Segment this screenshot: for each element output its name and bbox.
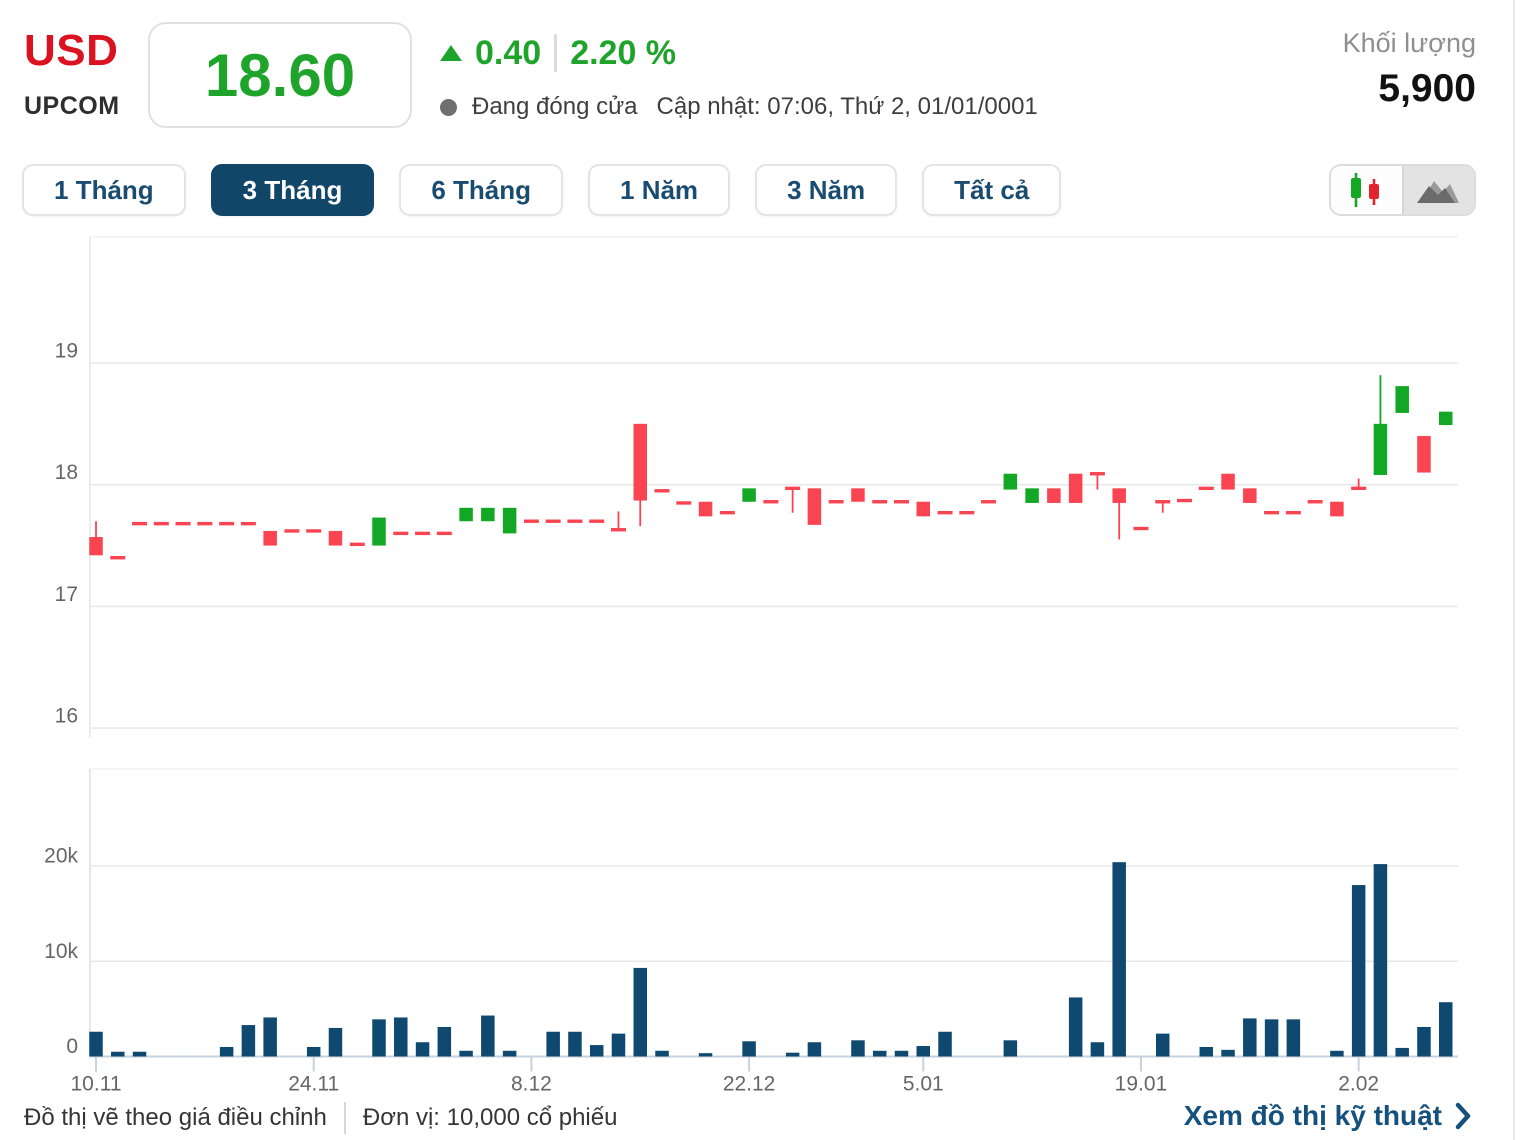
svg-text:2.02: 2.02 — [1338, 1073, 1379, 1096]
svg-text:17: 17 — [55, 583, 78, 606]
svg-text:19: 19 — [55, 340, 78, 363]
chart-type-toggle — [1329, 164, 1476, 216]
volume-block: Khối lượng 5,900 — [1343, 28, 1476, 111]
svg-text:10.11: 10.11 — [71, 1073, 122, 1096]
volume-value: 5,900 — [1378, 67, 1476, 110]
price-change-percent: 2.20 % — [570, 33, 677, 72]
last-updated: Cập nhật: 07:06, Thứ 2, 01/01/0001 — [656, 93, 1038, 120]
technical-chart-link-label: Xem đồ thị kỹ thuật — [1183, 1100, 1442, 1131]
time-range-tabs: 1 Tháng 3 Tháng 6 Tháng 1 Năm 3 Năm Tất … — [22, 164, 1062, 216]
svg-text:0: 0 — [66, 1035, 78, 1058]
tab-all[interactable]: Tất cả — [922, 164, 1062, 216]
svg-text:24.11: 24.11 — [288, 1073, 339, 1096]
svg-text:8.12: 8.12 — [511, 1073, 552, 1096]
market-status-row: Đang đóng cửa Cập nhật: 07:06, Thứ 2, 01… — [440, 90, 1038, 124]
area-chart-icon — [1416, 181, 1459, 203]
tab-6-months[interactable]: 6 Tháng — [399, 164, 564, 216]
candlestick-icon — [1351, 173, 1380, 207]
unit-note: Đơn vị: 10,000 cổ phiếu — [362, 1104, 618, 1131]
chevron-right-icon — [1455, 1102, 1471, 1130]
price-change-row: 0.40 2.20 % — [440, 30, 676, 76]
divider — [343, 1102, 346, 1134]
candlestick-chart-button[interactable] — [1331, 166, 1402, 214]
arrow-up-icon — [440, 45, 462, 61]
tab-3-months[interactable]: 3 Tháng — [210, 164, 375, 216]
tab-3-years[interactable]: 3 Năm — [755, 164, 898, 216]
status-dot-icon — [440, 98, 457, 116]
svg-text:22.12: 22.12 — [723, 1073, 776, 1096]
footer-notes: Đồ thị vẽ theo giá điều chỉnh Đơn vị: 10… — [24, 1102, 617, 1134]
ticker-symbol: USD — [24, 26, 119, 75]
page-right-edge — [1513, 0, 1515, 1140]
area-chart-button[interactable] — [1401, 166, 1474, 214]
svg-text:10k: 10k — [44, 940, 78, 963]
adjusted-price-note: Đồ thị vẽ theo giá điều chỉnh — [24, 1104, 327, 1131]
exchange-name: UPCOM — [24, 92, 120, 120]
volume-label: Khối lượng — [1342, 28, 1476, 58]
svg-text:5.01: 5.01 — [903, 1073, 944, 1096]
market-status: Đang đóng cửa — [472, 93, 638, 120]
svg-text:16: 16 — [55, 705, 78, 728]
technical-chart-link[interactable]: Xem đồ thị kỹ thuật — [1184, 1100, 1472, 1132]
svg-text:20k: 20k — [44, 845, 78, 868]
svg-text:19.01: 19.01 — [1115, 1073, 1168, 1096]
tab-1-month[interactable]: 1 Tháng — [22, 164, 186, 216]
current-price: 18.60 — [148, 22, 412, 128]
divider — [554, 34, 558, 72]
tab-1-year[interactable]: 1 Năm — [588, 164, 731, 216]
price-change: 0.40 — [475, 33, 542, 72]
svg-text:18: 18 — [55, 461, 78, 484]
